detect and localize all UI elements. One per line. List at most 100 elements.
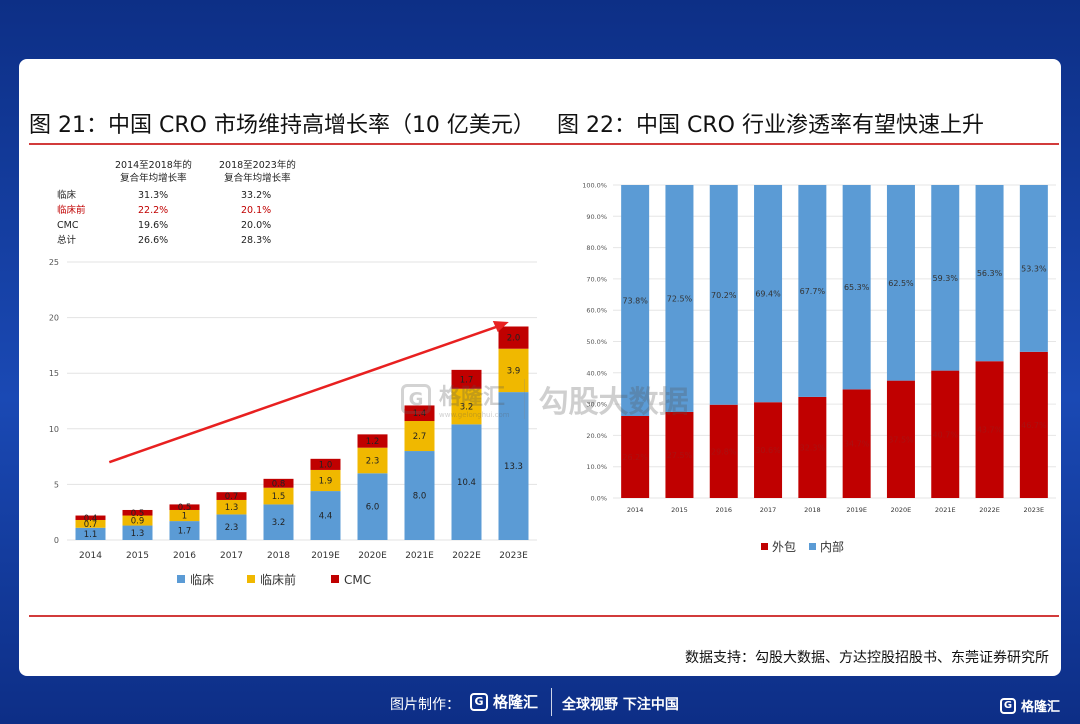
bar-value-label: 0.7 <box>84 520 98 530</box>
x-tick-label: 2022E <box>452 551 481 561</box>
y-tick-label: 80.0% <box>586 244 607 252</box>
bar-segment <box>75 519 106 528</box>
bottom-rule <box>29 615 1059 617</box>
bar-segment <box>842 389 871 498</box>
bar-value-label: 2.0 <box>507 334 521 344</box>
watermark: G 格隆汇 www.gelonghui.com 勾股大数据 <box>401 377 689 421</box>
x-tick-label: 2021E <box>935 506 956 514</box>
cagr-cell-label: 临床前 <box>57 205 86 216</box>
source-note: 数据支持：勾股大数据、方达控股招股书、东莞证券研究所 <box>685 650 1049 666</box>
legend-label: 临床前 <box>260 572 296 587</box>
y-tick-label: 15 <box>49 369 59 378</box>
bar-value-label: 59.3% <box>933 274 959 283</box>
bar-segment <box>886 185 915 381</box>
y-tick-label: 50.0% <box>586 338 607 346</box>
cagr-header-2018-2023: 2018至2023年的 复合年均增长率 <box>219 160 296 184</box>
legend-swatch <box>331 575 339 583</box>
bar-value-label: 3.9 <box>507 366 521 376</box>
bar-value-label: 29.8% <box>711 447 737 456</box>
x-tick-label: 2023E <box>499 551 528 561</box>
bar-segment <box>404 421 435 452</box>
bar-segment <box>621 185 650 416</box>
bar-value-label: 1.7 <box>460 375 474 385</box>
y-tick-label: 30.0% <box>586 401 607 409</box>
footer-logo[interactable]: G 格隆汇 <box>470 691 538 712</box>
bar-segment <box>665 411 694 498</box>
bar-value-label: 1.1 <box>84 530 98 540</box>
watermark-url: www.gelonghui.com <box>439 411 510 419</box>
x-tick-label: 2016 <box>715 506 732 514</box>
corner-logo-icon: G <box>1000 697 1016 714</box>
bar-value-label: 56.3% <box>977 269 1003 278</box>
bar-segment <box>1019 351 1048 498</box>
bar-value-label: 70.2% <box>711 291 737 300</box>
bar-value-label: 27.5% <box>667 451 693 460</box>
trend-arrow-line <box>108 324 500 464</box>
bar-segment <box>798 185 827 397</box>
legend-label: 临床 <box>190 573 214 587</box>
y-tick-label: 20.0% <box>586 432 607 440</box>
bar-segment <box>798 396 827 498</box>
bar-value-label: 0.7 <box>225 492 239 502</box>
x-tick-label: 2014 <box>79 551 102 561</box>
bar-segment <box>310 491 341 540</box>
bar-segment <box>263 487 294 505</box>
bar-segment <box>842 185 871 390</box>
bar-value-label: 2.7 <box>413 432 427 442</box>
bar-segment <box>498 392 529 540</box>
cagr-cell-v1: 22.2% <box>138 205 169 216</box>
footer-bar: 图片制作： G 格隆汇 全球视野 下注中国 G 格隆汇 <box>0 676 1080 724</box>
bar-segment <box>621 415 650 498</box>
bar-value-label: 1.7 <box>178 527 192 537</box>
corner-logo-text: 格隆汇 <box>1021 700 1061 715</box>
footer-logo-text: 格隆汇 <box>493 693 539 711</box>
x-tick-label: 2019E <box>311 551 340 561</box>
y-tick-label: 5 <box>54 480 59 489</box>
right-chart-canvas: 0.0% 10.0% 20.0% 30.0% 40.0% 50.0% 60.0% 70.0% 8… <box>582 182 1056 554</box>
bar-value-label: 1.9 <box>319 477 333 487</box>
bar-segment <box>665 185 694 412</box>
bar-value-label: 46.7% <box>1021 421 1047 430</box>
y-tick-label: 0 <box>54 536 59 545</box>
bar-segment <box>975 185 1004 362</box>
bar-value-label: 6.0 <box>366 503 380 513</box>
trend-arrow-head <box>492 321 509 333</box>
bar-segment <box>931 185 960 371</box>
bar-segment <box>451 388 482 425</box>
bar-segment <box>169 521 200 540</box>
x-tick-label: 2020E <box>358 551 387 561</box>
y-tick-label: 10 <box>49 425 59 434</box>
x-tick-label: 2017 <box>760 506 777 514</box>
cagr-header-2014-2018: 2014至2018年的 复合年均增长率 <box>115 160 192 184</box>
bar-segment <box>122 509 153 516</box>
footer-made-by: 图片制作： <box>390 697 460 713</box>
watermark-divider <box>523 379 525 419</box>
bar-value-label: 34.7% <box>844 440 870 449</box>
bar-segment <box>498 348 529 393</box>
bar-value-label: 1.2 <box>366 437 380 447</box>
cagr-cell-v1: 26.6% <box>138 235 169 246</box>
corner-logo[interactable]: G 格隆汇 <box>1000 696 1060 715</box>
bar-segment <box>122 525 153 540</box>
bar-value-label: 26.2% <box>622 453 648 462</box>
bar-value-label: 72.5% <box>667 294 693 303</box>
cagr-cell-v2: 20.0% <box>241 220 272 231</box>
bar-segment <box>709 404 738 498</box>
bar-segment <box>357 447 388 474</box>
bar-segment <box>75 527 106 540</box>
bar-value-label: 0.5 <box>178 503 192 513</box>
bar-value-label: 40.7% <box>933 430 959 439</box>
right-figure-title: 图 22：中国 CRO 行业渗透率有望快速上升 <box>557 113 984 138</box>
bar-segment <box>404 451 435 540</box>
legend-swatch <box>809 543 816 550</box>
y-tick-label: 25 <box>49 258 59 267</box>
x-tick-label: 2020E <box>891 506 912 514</box>
bar-value-label: 62.5% <box>888 279 914 288</box>
bar-value-label: 1.3 <box>131 529 145 539</box>
cagr-cell-label: 总计 <box>57 235 77 246</box>
bar-segment <box>451 424 482 540</box>
legend-label: 外包 <box>772 540 796 554</box>
bar-segment <box>169 504 200 510</box>
x-tick-label: 2022E <box>979 506 1000 514</box>
bar-value-label: 1.5 <box>272 492 286 502</box>
